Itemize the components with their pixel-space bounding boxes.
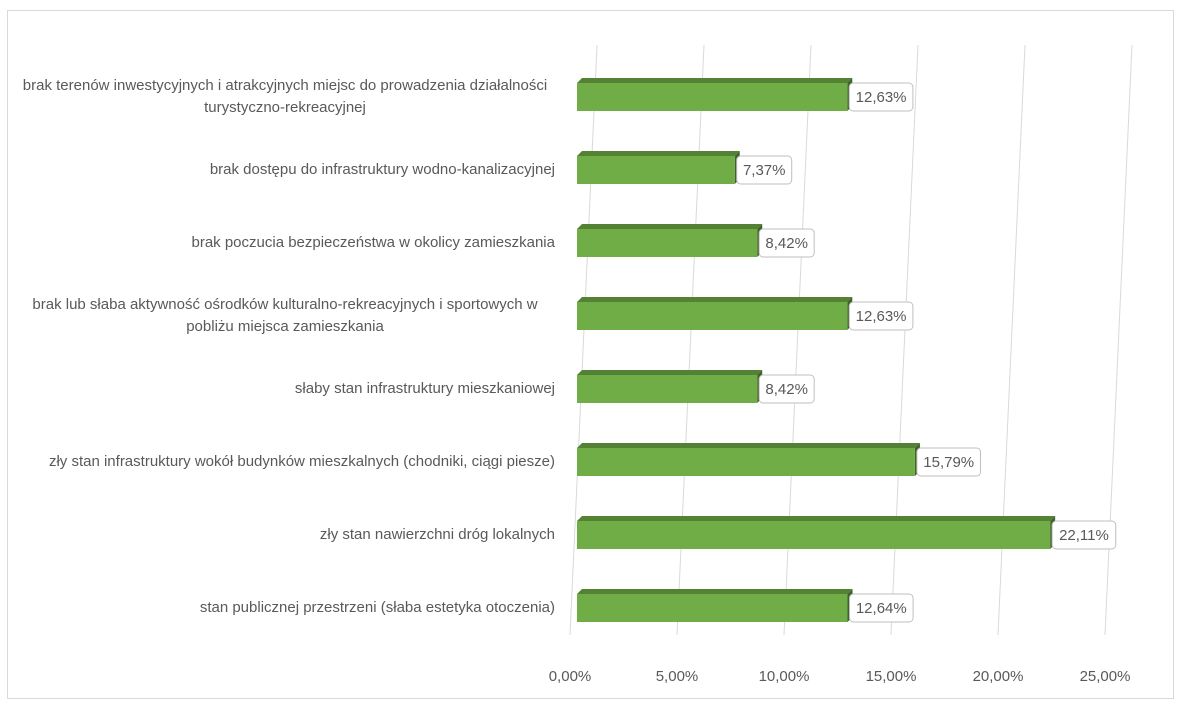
category-label-box: brak poczucia bezpieczeństwa w okolicy z… xyxy=(191,234,555,251)
value-label: 22,11% xyxy=(1059,527,1109,544)
category-label-box: słaby stan infrastruktury mieszkaniowej xyxy=(294,380,555,397)
x-tick-label: 25,00% xyxy=(1080,668,1131,685)
value-label: 15,79% xyxy=(923,454,974,471)
bar-front xyxy=(577,83,848,111)
category-label-box: zły stan nawierzchni dróg lokalnych xyxy=(319,526,555,543)
category-label-box: brak lub słaba aktywność ośrodków kultur… xyxy=(32,296,538,335)
y-tick-label: słaby stan infrastruktury mieszkaniowej xyxy=(294,380,555,397)
y-tick-label: zły stan nawierzchni dróg lokalnych xyxy=(319,526,555,543)
bar-front xyxy=(577,594,848,622)
value-label-box xyxy=(1051,520,1117,550)
bar-top xyxy=(577,370,763,375)
bar xyxy=(577,443,920,476)
value-label-box xyxy=(916,447,982,477)
value-label-box xyxy=(758,374,815,404)
x-tick-label: 15,00% xyxy=(866,668,917,685)
bar xyxy=(577,78,853,111)
category-label-box: stan publicznej przestrzeni (słaba estet… xyxy=(199,599,555,616)
value-label-box xyxy=(758,228,815,258)
bar-top xyxy=(577,151,740,156)
bar-front xyxy=(577,229,758,257)
chart-border xyxy=(7,10,1174,699)
bar-top xyxy=(577,78,853,83)
value-label-box xyxy=(848,593,914,623)
x-tick-label: 10,00% xyxy=(759,668,810,685)
bar-top xyxy=(577,516,1056,521)
grid-line xyxy=(569,44,598,636)
bar-front xyxy=(577,302,848,330)
bar xyxy=(577,589,853,622)
y-tick-label: stan publicznej przestrzeni (słaba estet… xyxy=(199,599,555,616)
value-label: 7,37% xyxy=(743,162,786,179)
y-tick-label: brak terenów inwestycyjnych i atrakcyjny… xyxy=(22,77,548,116)
bar xyxy=(577,516,1056,549)
value-label: 12,64% xyxy=(856,600,907,617)
bar xyxy=(577,224,763,257)
value-label: 12,63% xyxy=(856,89,907,106)
bar-front xyxy=(577,375,758,403)
bar-top xyxy=(577,224,763,229)
bar-top xyxy=(577,443,920,448)
category-label-box: brak dostępu do infrastruktury wodno-kan… xyxy=(209,161,555,178)
value-label: 8,42% xyxy=(765,235,808,252)
x-tick-label: 20,00% xyxy=(973,668,1024,685)
bar xyxy=(577,370,763,403)
category-label-box: brak terenów inwestycyjnych i atrakcyjny… xyxy=(22,77,548,116)
y-tick-label: zły stan infrastruktury wokół budynków m… xyxy=(48,453,555,470)
value-label-box xyxy=(736,155,793,185)
value-label-box xyxy=(848,301,914,331)
y-tick-label: brak poczucia bezpieczeństwa w okolicy z… xyxy=(191,234,555,251)
bar xyxy=(577,297,853,330)
value-label: 8,42% xyxy=(765,381,808,398)
bar-top xyxy=(577,297,853,302)
bar-front xyxy=(577,448,915,476)
bar xyxy=(577,151,740,184)
x-tick-label: 0,00% xyxy=(549,668,592,685)
category-label-box: zły stan infrastruktury wokół budynków m… xyxy=(48,453,555,470)
bar-front xyxy=(577,156,735,184)
y-tick-label: brak dostępu do infrastruktury wodno-kan… xyxy=(209,161,555,178)
bar-front xyxy=(577,521,1051,549)
value-label: 12,63% xyxy=(856,308,907,325)
value-label-box xyxy=(848,82,914,112)
y-tick-label: brak lub słaba aktywność ośrodków kultur… xyxy=(32,296,538,335)
bar-top xyxy=(577,589,853,594)
x-tick-label: 5,00% xyxy=(656,668,699,685)
